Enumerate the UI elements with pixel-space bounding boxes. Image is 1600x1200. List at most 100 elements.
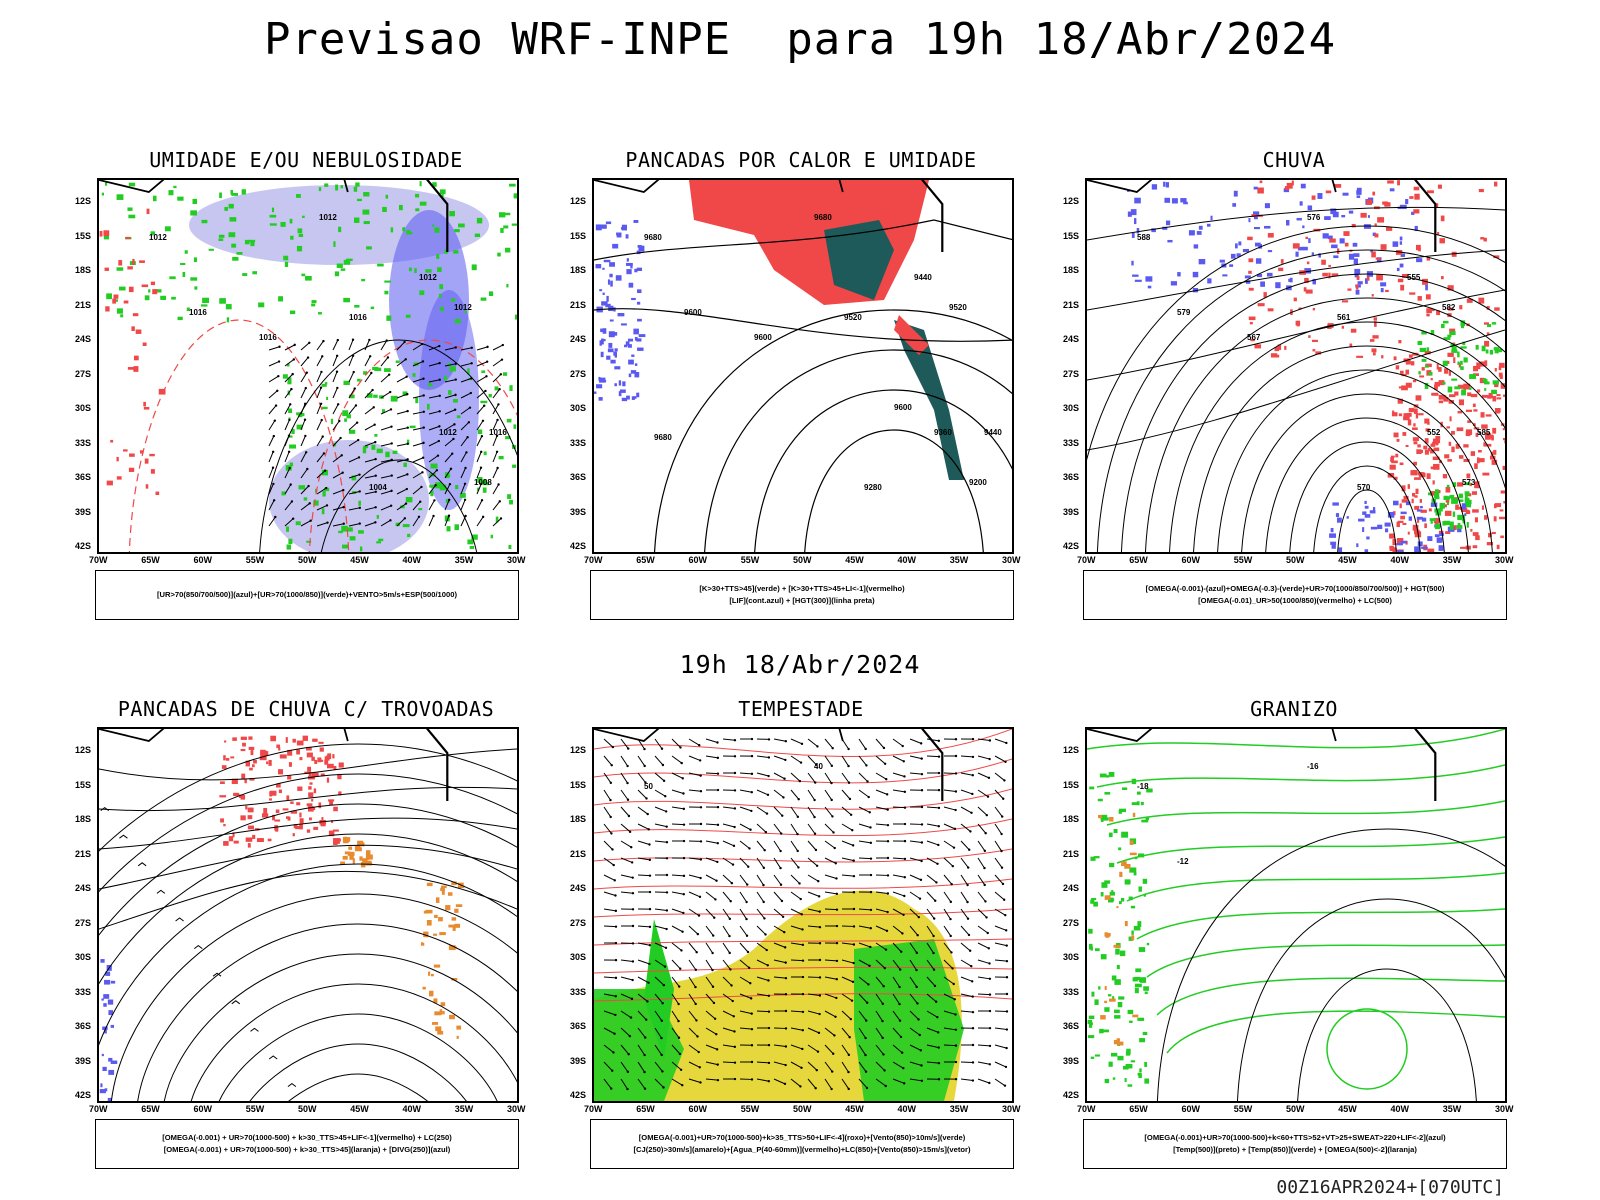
wind-vector [824, 806, 833, 817]
speckle [370, 306, 375, 310]
speckle [1457, 410, 1463, 414]
wind-vector [348, 523, 360, 527]
arrow-head [374, 506, 377, 509]
arrow-head [665, 873, 669, 877]
arrow-head [968, 848, 971, 851]
wind-vector [603, 840, 613, 850]
arrow-head [932, 951, 935, 955]
speckle [326, 777, 330, 783]
speckle [1128, 896, 1133, 901]
speckle [363, 221, 370, 225]
arrow-head [677, 1019, 680, 1023]
contour-label: 555 [1407, 273, 1421, 282]
speckle [1248, 270, 1252, 274]
speckle [443, 375, 448, 381]
arrow-head [816, 1050, 820, 1053]
wind-vector [444, 483, 451, 495]
speckle [308, 792, 314, 798]
speckle [320, 823, 326, 827]
speckle [609, 262, 615, 267]
arrow-head [643, 1053, 646, 1057]
speckle [1427, 190, 1434, 194]
wind-vector [412, 411, 424, 415]
arrow-head [716, 823, 720, 827]
arrow-head [917, 1018, 920, 1021]
y-tick-label: 42S [75, 1090, 92, 1100]
temp-850-contour [1116, 836, 1505, 864]
speckle [1475, 432, 1479, 437]
speckle [1100, 892, 1104, 897]
speckle [1250, 338, 1255, 342]
arrow-head [358, 522, 361, 525]
arrow-head [817, 1031, 821, 1035]
wind-vector [790, 891, 802, 900]
speckle [286, 544, 292, 550]
speckle [1275, 282, 1281, 289]
speckle [438, 293, 442, 299]
wind-vector [807, 908, 820, 913]
arrow-head [319, 402, 323, 405]
wind-vector [807, 1010, 820, 1015]
speckle [1487, 324, 1492, 328]
arrow-head [766, 964, 769, 967]
speckle [1098, 986, 1101, 990]
speckle [338, 762, 344, 768]
speckle [1333, 255, 1339, 259]
speckle [440, 887, 445, 892]
speckle [1297, 246, 1304, 251]
speckle [292, 738, 296, 743]
wind-vector [892, 908, 904, 916]
wind-vector [790, 1044, 803, 1050]
speckle [1130, 905, 1136, 909]
x-tick-label: 50W [1286, 555, 1305, 565]
speckle [1459, 499, 1464, 502]
speckle [1429, 308, 1435, 312]
precipitable-water-contour [594, 908, 1012, 918]
arrow-head [966, 917, 970, 920]
wind-vector [773, 738, 786, 742]
wind-vector [994, 755, 1006, 763]
speckle [192, 198, 198, 205]
wind-vector [364, 441, 376, 447]
speckle [247, 807, 254, 813]
wind-vector [773, 840, 782, 852]
speckle [1491, 389, 1497, 395]
arrow-head [937, 1078, 941, 1081]
wind-vector [654, 1010, 663, 1022]
wind-vector [603, 772, 612, 784]
speckle [1419, 499, 1422, 503]
speckle [1354, 274, 1359, 278]
speckle [1415, 488, 1419, 494]
wind-vector [688, 976, 696, 988]
speckle [318, 802, 322, 809]
speckle [1494, 383, 1499, 388]
contour-label: 552 [1427, 428, 1441, 437]
wind-vector [428, 362, 440, 367]
legend-line: [Temp(500)](preto) + [Temp(850)](verde) … [1173, 1145, 1417, 1154]
speckle [1489, 349, 1494, 355]
speckle [1387, 512, 1395, 518]
wind-vector [671, 925, 683, 933]
speckle [1436, 363, 1439, 370]
speckle [1235, 243, 1238, 249]
arrow-head [1003, 779, 1006, 782]
arrow-head [783, 1082, 787, 1086]
speckle [322, 491, 326, 497]
speckle [1356, 195, 1361, 198]
speckle [631, 396, 635, 400]
arrow-head [882, 985, 885, 988]
speckle [1139, 1068, 1142, 1073]
speckle [359, 842, 365, 847]
contour-label: 9680 [814, 213, 832, 222]
wind-vector [722, 891, 732, 902]
arrow-head [832, 831, 835, 834]
contour-label: 1012 [149, 233, 167, 242]
arrow-head [815, 864, 819, 867]
arrow-head [386, 356, 390, 359]
speckle [1421, 331, 1427, 335]
wind-vector [637, 772, 646, 783]
speckle [1432, 480, 1435, 485]
wind-vector [892, 1078, 905, 1084]
arrow-head [730, 984, 733, 987]
speckle [1474, 481, 1480, 487]
